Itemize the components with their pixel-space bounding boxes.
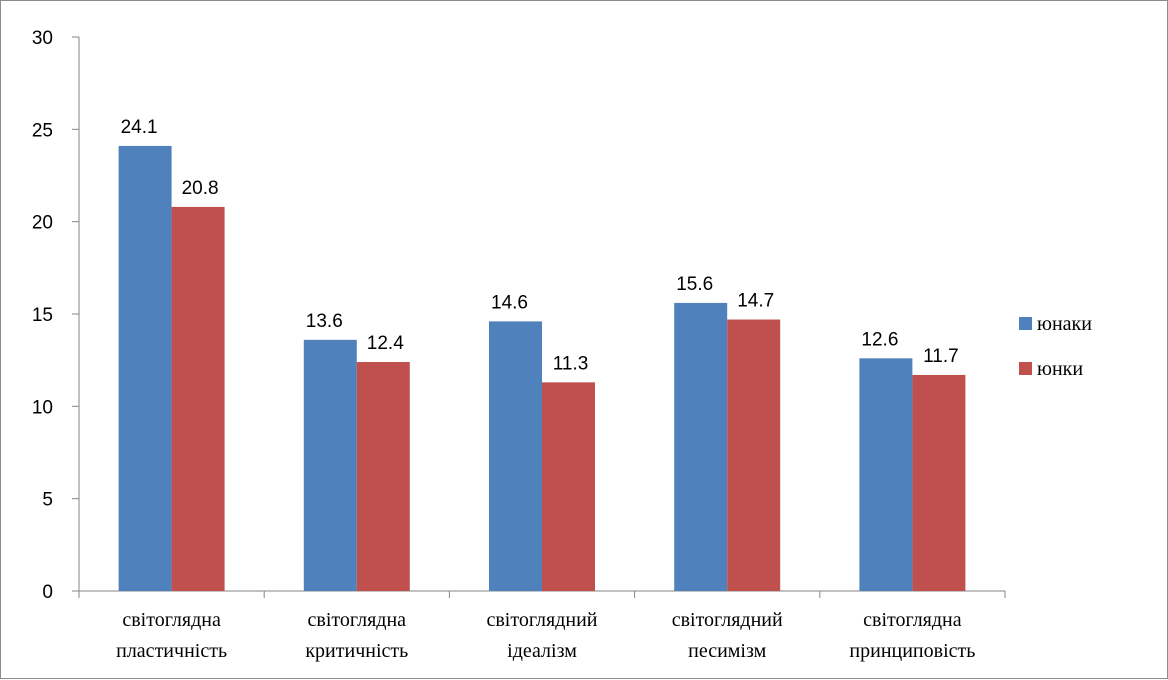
category-label: світоглядний песимізм xyxy=(672,609,783,662)
bars xyxy=(118,145,966,592)
y-tick-label: 0 xyxy=(42,582,53,603)
legend-label: юнки xyxy=(1037,358,1083,380)
data-label: 11.3 xyxy=(553,353,589,374)
data-label: 13.6 xyxy=(306,311,343,332)
y-tick-label: 25 xyxy=(32,120,53,141)
data-labels: 24.1 20.8 13.6 12.4 14.6 11.3 15.6 14.7 12.6 11.7 xyxy=(121,117,959,374)
data-label: 12.4 xyxy=(367,333,404,354)
bar-юнки xyxy=(912,374,966,591)
bar-юнаки xyxy=(303,339,357,591)
data-label: 20.8 xyxy=(182,178,219,199)
data-label: 24.1 xyxy=(121,117,158,138)
bar-юнки xyxy=(727,319,781,591)
y-tick-label: 20 xyxy=(32,213,53,234)
data-label: 11.7 xyxy=(923,346,959,367)
data-label: 15.6 xyxy=(676,274,713,295)
data-label: 14.7 xyxy=(737,291,774,312)
legend: юнаки юнки xyxy=(1019,313,1092,380)
bar-юнки xyxy=(356,362,410,591)
bar-юнаки xyxy=(674,302,728,591)
y-tick-label: 5 xyxy=(42,490,53,511)
category-label: світоглядна критичність xyxy=(305,609,408,662)
y-tick-label: 10 xyxy=(32,397,53,418)
y-tick-label: 15 xyxy=(32,305,53,326)
bar-юнки xyxy=(171,206,225,592)
category-label: світоглядний ідеалізм xyxy=(486,609,597,662)
x-axis xyxy=(78,590,1006,598)
legend-swatch xyxy=(1019,362,1032,375)
legend-label: юнаки xyxy=(1037,313,1092,335)
bar-юнаки xyxy=(118,145,172,591)
category-labels: світоглядна пластичність світоглядна критич… xyxy=(116,609,975,662)
data-label: 12.6 xyxy=(861,329,898,350)
y-tick-label: 30 xyxy=(32,28,53,49)
category-label: світоглядна принциповість xyxy=(849,609,975,662)
bar-юнаки xyxy=(859,358,913,591)
legend-swatch xyxy=(1019,317,1032,330)
category-label: світоглядна пластичність xyxy=(116,609,227,662)
bar-юнки xyxy=(542,382,595,591)
data-label: 14.6 xyxy=(491,292,528,313)
bar-юнаки xyxy=(489,321,542,591)
y-axis: 0 5 10 15 20 25 30 xyxy=(32,28,80,603)
